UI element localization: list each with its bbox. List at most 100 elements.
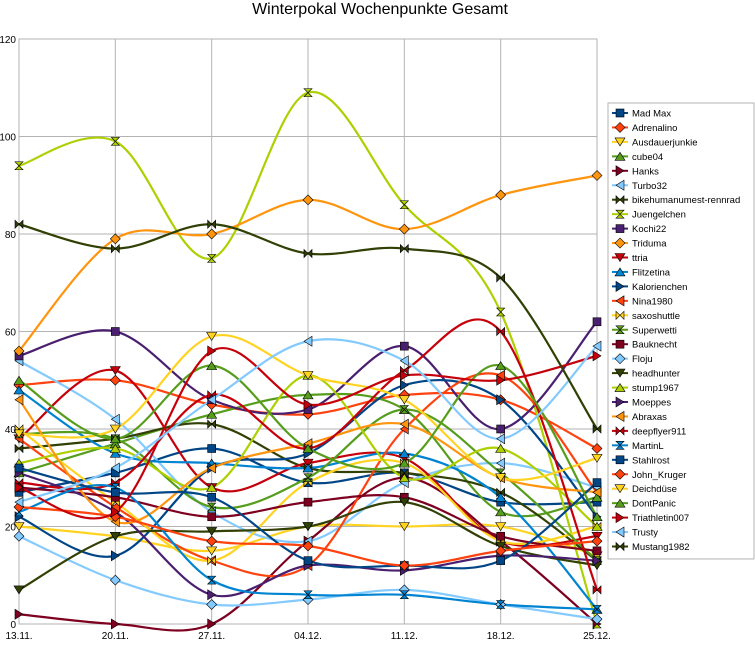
legend-entry: deepflyer911: [632, 426, 686, 437]
y-tick-label: 40: [5, 425, 17, 436]
legend-entry: Moeppes: [632, 398, 671, 409]
data-point: [109, 448, 121, 458]
data-point: [495, 473, 507, 483]
x-tick-label: 27.11.: [198, 631, 225, 642]
data-point: [398, 560, 410, 571]
legend-swatch-marker: [614, 267, 626, 277]
legend-entry: Juengelchen: [632, 210, 686, 221]
data-point: [591, 443, 603, 454]
data-point: [495, 307, 506, 317]
data-point: [398, 458, 410, 468]
data-point: [592, 478, 602, 487]
data-point: [495, 492, 507, 502]
data-point: [400, 341, 409, 351]
x-tick-label: 25.12.: [583, 631, 611, 642]
legend-entry: headhunter: [632, 369, 680, 380]
data-point: [111, 506, 120, 518]
data-point: [303, 590, 313, 600]
legend-swatch-marker: [615, 441, 625, 450]
data-point: [206, 409, 218, 419]
legend-entry: Stahlrost: [632, 455, 670, 466]
data-point: [302, 371, 314, 380]
data-point: [206, 527, 218, 536]
data-point: [496, 556, 505, 565]
legend-entry: Hanks: [632, 166, 659, 177]
legend-swatch-marker: [615, 209, 625, 219]
legend-swatch-marker: [615, 455, 625, 465]
data-point: [495, 522, 507, 532]
legend: Mad Max Adrenalino Ausdauerjunkie cube04 Han…: [607, 102, 755, 560]
legend-entry: Superwetti: [632, 325, 677, 336]
data-point: [109, 443, 121, 453]
data-point: [398, 473, 410, 483]
axes: 0 20 40 60 80 100 120 13.11. 20.11. 27.11. 04.12. 1…: [0, 35, 611, 642]
legend-entry: ttria: [632, 253, 649, 264]
data-point: [206, 546, 218, 556]
data-point: [207, 512, 216, 522]
data-point: [303, 248, 313, 259]
data-point: [592, 350, 602, 362]
data-point: [207, 555, 216, 566]
data-point: [398, 522, 410, 532]
data-point: [206, 535, 218, 547]
data-point: [14, 481, 24, 494]
y-tick-label: 60: [5, 328, 17, 339]
data-point: [207, 589, 217, 601]
data-point: [207, 444, 216, 453]
data-point: [591, 492, 603, 502]
data-point: [591, 613, 603, 625]
data-point: [207, 345, 217, 357]
data-point: [303, 88, 313, 97]
legend-swatch-marker: [614, 353, 626, 365]
legend-entry: Triathletin007: [632, 513, 689, 524]
data-point: [591, 512, 603, 522]
data-point: [398, 497, 410, 507]
data-point: [14, 161, 24, 171]
data-point: [495, 443, 507, 453]
data-point: [303, 335, 313, 347]
legend-swatch-marker: [615, 410, 625, 422]
data-point: [109, 366, 121, 376]
data-point: [207, 492, 216, 502]
legend-entry: Turbo32: [632, 181, 667, 192]
x-tick-label: 04.12.: [294, 631, 322, 642]
data-point: [495, 600, 506, 609]
data-point: [592, 585, 602, 595]
data-point: [14, 394, 24, 406]
data-point: [496, 433, 505, 445]
data-point: [592, 555, 602, 567]
data-point: [13, 585, 25, 595]
x-tick-label: 20.11.: [102, 631, 129, 642]
data-point: [109, 434, 121, 444]
data-point: [302, 443, 314, 453]
legend-swatch-marker: [614, 484, 626, 494]
legend-entry: Mad Max: [632, 109, 671, 120]
data-point: [13, 522, 25, 532]
data-point: [13, 375, 25, 385]
data-point: [14, 608, 24, 620]
data-point: [206, 361, 218, 370]
data-point: [303, 556, 313, 565]
data-point: [496, 487, 505, 498]
legend-swatch-marker: [614, 137, 626, 147]
legend-swatch-marker: [615, 108, 625, 118]
data-point: [111, 550, 120, 562]
legend-swatch-marker: [615, 310, 625, 321]
data-point: [399, 200, 410, 210]
legend-swatch-marker: [615, 541, 625, 552]
data-point: [496, 394, 506, 406]
legend-entry: Kalorienchen: [632, 282, 687, 293]
data-point: [111, 618, 120, 630]
legend-swatch-marker: [614, 151, 626, 161]
data-point: [303, 473, 313, 483]
legend-entry: Deichdüse: [632, 484, 677, 495]
legend-swatch-marker: [614, 382, 626, 392]
data-point: [592, 486, 602, 498]
legend-entry: bikehumanumest-rennrad: [632, 195, 740, 206]
data-point: [14, 496, 24, 508]
data-point: [109, 531, 121, 541]
data-point: [592, 340, 602, 352]
data-point: [13, 345, 25, 357]
data-point: [496, 531, 505, 541]
legend-entry: MartinL: [632, 441, 664, 452]
